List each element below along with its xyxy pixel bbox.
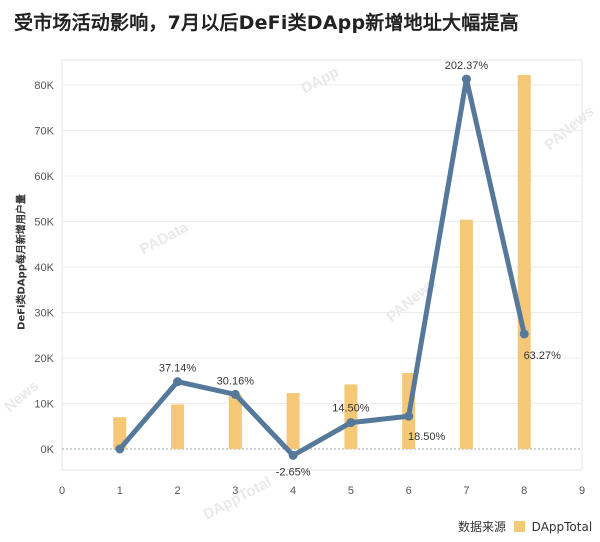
y-tick-label-7: 70K [34,126,54,138]
x-tick-label-1: 1 [117,485,123,497]
y-tick-label-6: 60K [34,171,54,183]
data-label-4: -2.65% [276,466,311,478]
line-point-7 [461,74,471,84]
line-point-6 [404,411,414,421]
bar-5 [344,384,358,449]
y-tick-label-3: 30K [34,308,54,320]
x-tick-label-4: 4 [290,485,296,497]
line-point-5 [346,418,356,428]
source-swatch [513,521,525,532]
x-tick-label-3: 3 [232,485,238,497]
bar-4 [286,393,300,449]
line-point-4 [288,450,298,460]
data-label-6: 18.50% [408,431,446,443]
y-tick-label-5: 50K [34,217,54,229]
x-tick-label-8: 8 [521,485,527,497]
x-tick-label-0: 0 [59,485,65,497]
data-label-8: 63.27% [524,350,562,362]
y-tick-label-1: 10K [34,399,54,411]
source-name: DAppTotal [531,520,593,534]
line-point-1 [115,444,125,454]
bar-7 [459,219,473,449]
line-point-3 [230,389,240,399]
data-label-5: 14.50% [332,403,370,415]
bar-3 [228,394,242,449]
chart-title: 受市场活动影响，7月以后DeFi类DApp新增地址大幅提高 [14,12,519,34]
y-tick-label-4: 40K [34,262,54,274]
line-point-8 [519,329,529,339]
source-note: 数据来源 DAppTotal [458,518,592,535]
y-tick-label-2: 20K [34,353,54,365]
data-label-7: 202.37% [445,60,489,72]
bar-1 [113,417,127,449]
y-tick-label-8: 80K [34,80,54,92]
x-tick-label-2: 2 [174,485,180,497]
x-tick-label-5: 5 [348,485,354,497]
growth-line [117,76,527,458]
bar-2 [171,404,185,449]
x-tick-label-6: 6 [406,485,412,497]
source-label: 数据来源 [458,520,507,534]
plot-frame [61,59,583,471]
bar-8 [517,74,531,450]
x-tick-label-7: 7 [463,485,469,497]
data-label-2: 37.14% [159,363,197,375]
data-label-3: 30.16% [217,375,255,387]
y-tick-label-0: 0K [41,444,55,456]
x-tick-label-9: 9 [579,485,585,497]
line-point-2 [173,377,183,387]
